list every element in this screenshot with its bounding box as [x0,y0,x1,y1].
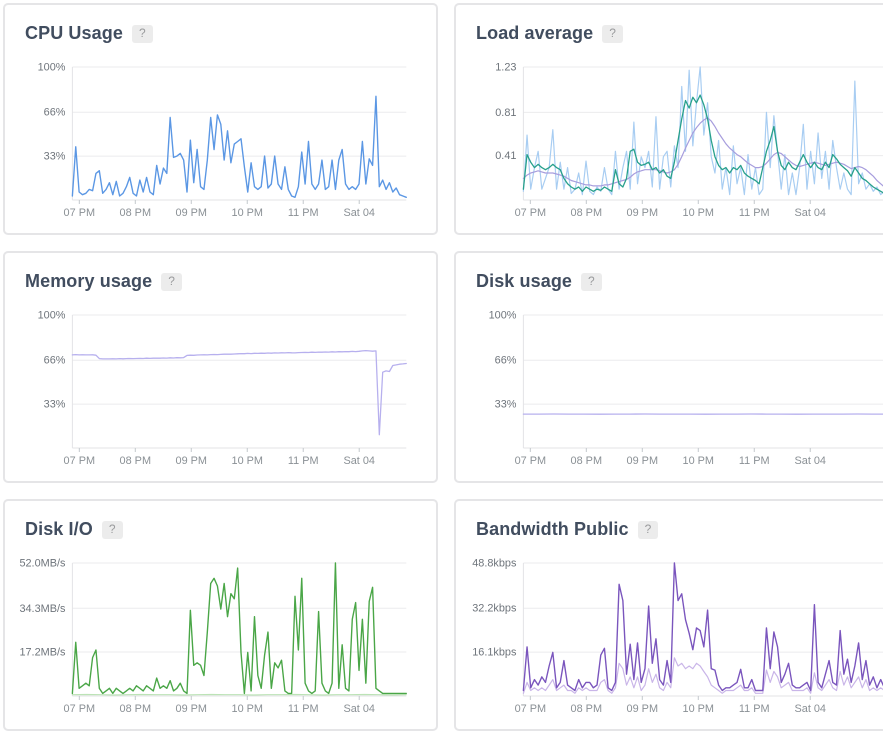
svg-text:16.1kbps: 16.1kbps [472,647,517,659]
svg-text:09 PM: 09 PM [627,207,658,219]
svg-text:08 PM: 08 PM [571,207,602,219]
panel-header: Bandwidth Public ? [476,519,659,540]
svg-text:10 PM: 10 PM [683,455,714,467]
svg-text:11 PM: 11 PM [288,207,319,219]
panel-header: Load average ? [476,23,623,44]
disk-usage-panel: Disk usage ? 100% 66% 33% 07 PM 08 PM 09 PM 10… [454,251,883,483]
svg-text:0.41: 0.41 [495,150,516,162]
svg-text:08 PM: 08 PM [571,703,602,715]
svg-text:11 PM: 11 PM [288,455,319,467]
panel-title: CPU Usage [25,23,123,43]
svg-text:11 PM: 11 PM [739,703,770,715]
svg-text:17.2MB/s: 17.2MB/s [19,646,66,658]
help-icon[interactable]: ? [581,272,602,291]
svg-text:Sat 04: Sat 04 [343,207,374,219]
svg-text:34.3MB/s: 34.3MB/s [19,603,66,615]
svg-text:09 PM: 09 PM [176,455,207,467]
bandwidth-public-panel: Bandwidth Public ? 48.8kbps 32.2kbps 16.1k… [454,499,883,731]
disk-io-chart: 52.0MB/s 34.3MB/s 17.2MB/s 07 PM 08 PM 09 PM 1… [19,557,407,715]
svg-text:10 PM: 10 PM [683,207,714,219]
memory-usage-chart: 100% 66% 33% 07 PM 08 PM 09 PM 10 PM 11 PM Sat 0… [38,309,407,467]
svg-text:48.8kbps: 48.8kbps [472,557,517,569]
svg-text:10 PM: 10 PM [232,455,263,467]
svg-text:10 PM: 10 PM [683,703,714,715]
cpu-usage-panel: CPU Usage ? 100% 66% 33% 07 PM 08 PM 09 PM 10 … [3,3,438,235]
svg-text:33%: 33% [495,399,517,411]
load-average-chart: 1.23 0.81 0.41 07 PM 08 PM 09 PM 10 PM 11 PM Sat… [495,61,883,219]
load-average-panel: Load average ? 1.23 0.81 0.41 07 PM 08 PM 09 … [454,3,883,235]
svg-text:Sat 04: Sat 04 [795,455,826,467]
svg-text:Sat 04: Sat 04 [795,703,826,715]
svg-text:11 PM: 11 PM [288,703,319,715]
svg-text:07 PM: 07 PM [64,455,95,467]
svg-text:08 PM: 08 PM [120,455,151,467]
svg-text:09 PM: 09 PM [627,703,658,715]
help-icon[interactable]: ? [161,272,182,291]
panel-header: Disk I/O ? [25,519,123,540]
help-icon[interactable]: ? [602,24,623,43]
panel-header: CPU Usage ? [25,23,153,44]
svg-text:07 PM: 07 PM [64,207,95,219]
memory-usage-panel: Memory usage ? 100% 66% 33% 07 PM 08 PM 09 PM… [3,251,438,483]
svg-text:66%: 66% [44,355,66,367]
panel-header: Disk usage ? [476,271,602,292]
svg-text:1.23: 1.23 [495,61,516,73]
svg-text:09 PM: 09 PM [176,703,207,715]
svg-text:100%: 100% [38,61,66,73]
help-icon[interactable]: ? [101,520,123,539]
svg-text:Sat 04: Sat 04 [343,455,374,467]
svg-text:32.2kbps: 32.2kbps [472,603,517,615]
svg-text:10 PM: 10 PM [232,207,263,219]
disk-usage-chart: 100% 66% 33% 07 PM 08 PM 09 PM 10 PM 11 PM Sat 0… [489,309,883,467]
svg-text:11 PM: 11 PM [739,455,770,467]
svg-text:33%: 33% [44,151,66,163]
svg-text:Sat 04: Sat 04 [795,207,826,219]
svg-text:08 PM: 08 PM [571,455,602,467]
svg-text:07 PM: 07 PM [515,207,546,219]
panel-title: Memory usage [25,271,153,291]
panel-title: Disk usage [476,271,573,291]
svg-text:08 PM: 08 PM [120,703,151,715]
disk-io-panel: Disk I/O ? 52.0MB/s 34.3MB/s 17.2MB/s 07 PM… [3,499,438,731]
svg-text:07 PM: 07 PM [64,703,95,715]
svg-text:100%: 100% [38,309,66,321]
panel-header: Memory usage ? [25,271,182,292]
svg-text:100%: 100% [489,309,517,321]
svg-text:66%: 66% [44,107,66,119]
svg-text:10 PM: 10 PM [232,703,263,715]
panel-title: Bandwidth Public [476,519,629,539]
help-icon[interactable]: ? [131,24,153,43]
svg-text:07 PM: 07 PM [515,703,546,715]
panel-title: Disk I/O [25,519,93,539]
svg-text:09 PM: 09 PM [627,455,658,467]
svg-text:66%: 66% [495,355,517,367]
svg-text:0.81: 0.81 [495,107,516,119]
svg-text:33%: 33% [44,399,66,411]
svg-text:07 PM: 07 PM [515,455,546,467]
bandwidth-public-chart: 48.8kbps 32.2kbps 16.1kbps 07 PM 08 PM 09 PM 1… [472,557,883,715]
help-icon[interactable]: ? [637,520,659,539]
panel-title: Load average [476,23,594,43]
svg-text:11 PM: 11 PM [739,207,770,219]
svg-text:09 PM: 09 PM [176,207,207,219]
cpu-usage-chart: 100% 66% 33% 07 PM 08 PM 09 PM 10 PM 11 PM Sat 0… [38,61,407,219]
svg-text:08 PM: 08 PM [120,207,151,219]
svg-text:52.0MB/s: 52.0MB/s [19,557,66,569]
svg-text:Sat 04: Sat 04 [343,703,374,715]
